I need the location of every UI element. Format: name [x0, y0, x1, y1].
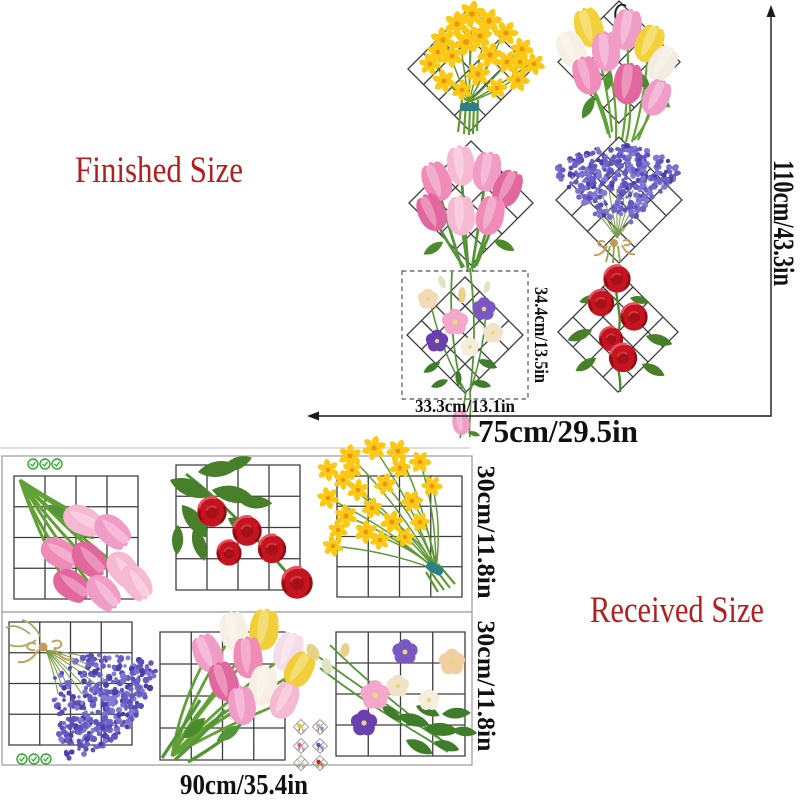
svg-text:34.4cm/13.5in: 34.4cm/13.5in	[530, 287, 551, 383]
svg-text:90cm/35.4in: 90cm/35.4in	[180, 770, 308, 800]
svg-text:110cm/43.3in: 110cm/43.3in	[767, 160, 800, 286]
svg-text:Received Size: Received Size	[590, 590, 764, 631]
svg-text:75cm/29.5in: 75cm/29.5in	[478, 413, 638, 449]
svg-text:30cm/11.8in: 30cm/11.8in	[472, 466, 499, 599]
svg-text:33.3cm/13.1in: 33.3cm/13.1in	[415, 396, 515, 416]
svg-text:30cm/11.8in: 30cm/11.8in	[472, 621, 499, 752]
svg-text:Finished Size: Finished Size	[75, 150, 243, 191]
